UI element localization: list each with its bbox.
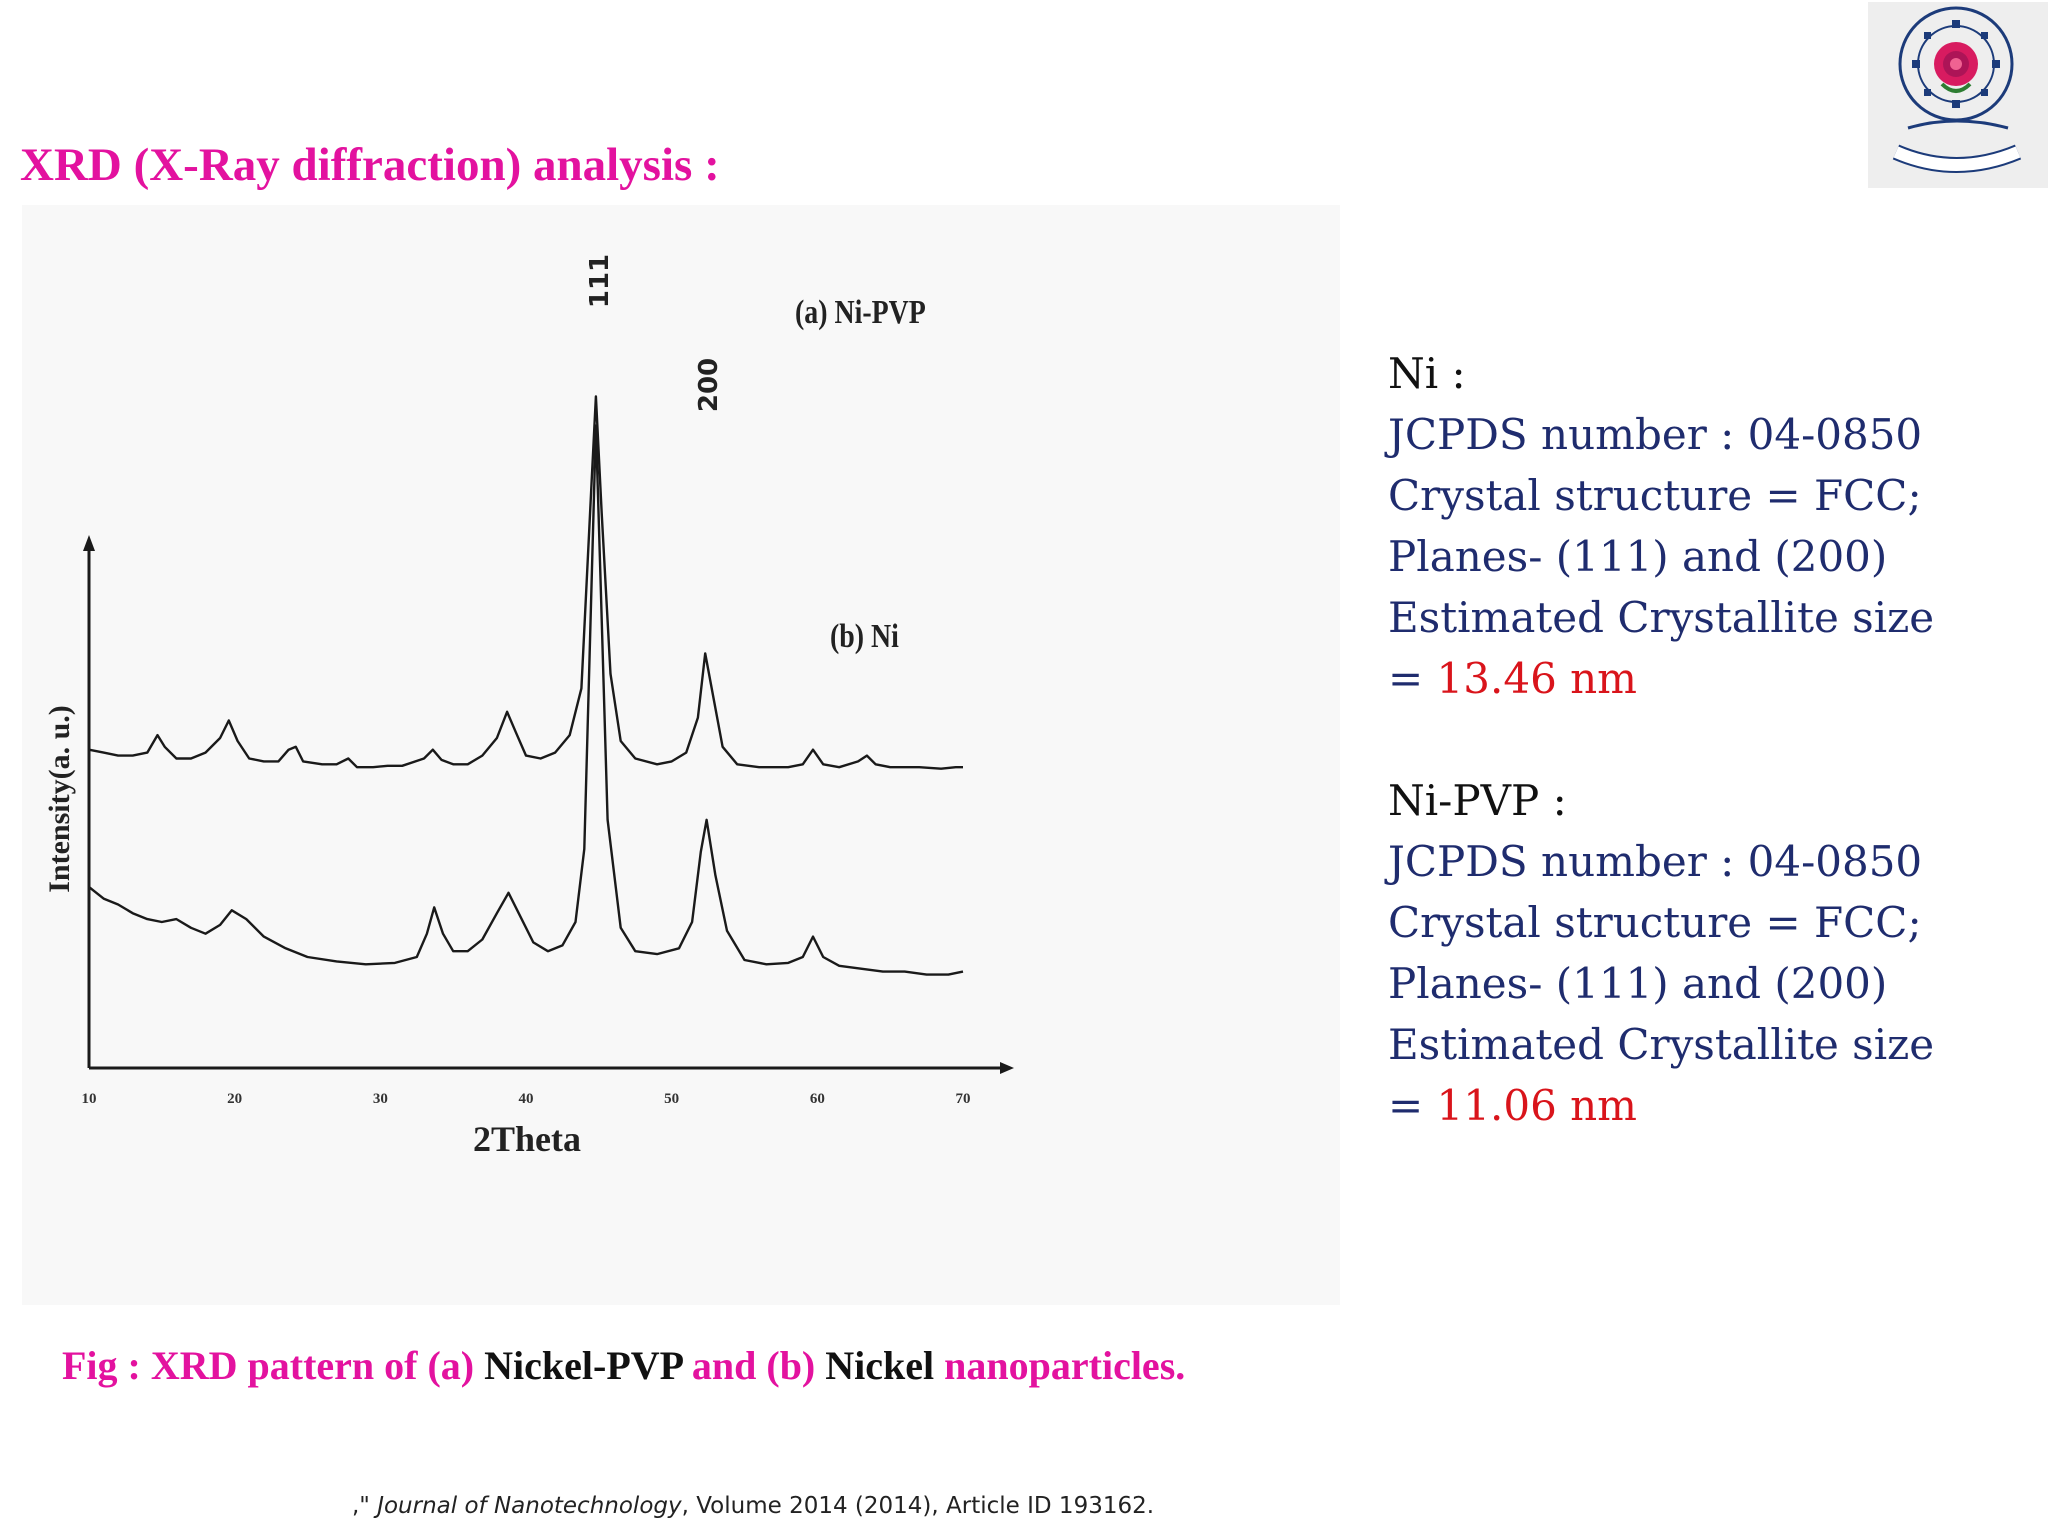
- university-logo: [1868, 2, 2048, 188]
- info-spacer: [1388, 709, 1934, 770]
- xrd-chart: 10 20 30 40 50 60 70 2Theta Intensity(a. u.) (a) …: [43, 254, 1014, 1159]
- slide-title: XRD (X-Ray diffraction) analysis :: [20, 139, 720, 191]
- nipvp-planes: Planes- (111) and (200): [1388, 959, 1888, 1008]
- ni-size-label: Estimated Crystallite size: [1388, 593, 1935, 642]
- ni-planes: Planes- (111) and (200): [1388, 532, 1888, 581]
- figure-caption: Fig : XRD pattern of (a) Nickel-PVP and …: [62, 1342, 1185, 1389]
- ni-size-line: = 13.46 nm: [1388, 648, 1934, 709]
- x-tick-label: 40: [519, 1091, 534, 1107]
- x-tick-label: 20: [227, 1091, 242, 1107]
- nipvp-size-value: 11.06 nm: [1436, 1081, 1638, 1130]
- nipvp-heading: Ni-PVP :: [1388, 776, 1567, 825]
- caption-part-2: Nickel-PVP: [484, 1343, 682, 1388]
- caption-part-1: Fig : XRD pattern of (a): [62, 1343, 485, 1388]
- citation-suffix: , Volume 2014 (2014), Article ID 193162.: [681, 1493, 1155, 1519]
- nipvp-size-prefix: =: [1388, 1081, 1437, 1130]
- x-tick-label: 30: [373, 1091, 388, 1107]
- x-tick-label: 10: [82, 1091, 97, 1107]
- series-line-ni: [88, 424, 964, 976]
- xrd-chart-panel: 10 20 30 40 50 60 70 2Theta Intensity(a. u.) (a) …: [22, 205, 1340, 1305]
- ni-size-value: 13.46 nm: [1436, 654, 1638, 703]
- x-tick-label: 70: [956, 1091, 971, 1107]
- citation: ," Journal of Nanotechnology, Volume 201…: [352, 1493, 1154, 1519]
- citation-prefix: ,": [352, 1493, 378, 1519]
- series-line-ni-pvp: [88, 395, 963, 770]
- x-axis-arrow: [1000, 1062, 1014, 1074]
- ni-heading: Ni :: [1388, 349, 1466, 398]
- ni-structure: Crystal structure = FCC;: [1388, 471, 1922, 520]
- caption-part-3: and (b): [681, 1343, 826, 1388]
- nipvp-structure: Crystal structure = FCC;: [1388, 898, 1922, 947]
- peak-label-111: 111: [585, 254, 615, 308]
- y-axis-arrow: [83, 535, 95, 551]
- caption-part-6: .: [1175, 1343, 1186, 1388]
- legend-label-ni: (b) Ni: [830, 616, 899, 654]
- x-tick-label: 50: [664, 1091, 679, 1107]
- caption-part-4: Nickel: [825, 1343, 935, 1388]
- citation-journal: Journal of Nanotechnology: [377, 1493, 682, 1519]
- analysis-info: Ni : JCPDS number : 04-0850 Crystal stru…: [1388, 343, 1934, 1136]
- ni-size-prefix: =: [1388, 654, 1437, 703]
- legend-label-ni-pvp: (a) Ni-PVP: [795, 292, 926, 330]
- ni-jcpds: JCPDS number : 04-0850: [1388, 410, 1923, 459]
- peak-label-200: 200: [694, 358, 724, 412]
- nipvp-size-label: Estimated Crystallite size: [1388, 1020, 1935, 1069]
- y-axis-title: Intensity(a. u.): [43, 705, 76, 893]
- caption-part-5: nanoparticles: [934, 1343, 1176, 1388]
- nipvp-jcpds: JCPDS number : 04-0850: [1388, 837, 1923, 886]
- x-tick-label: 60: [810, 1091, 825, 1107]
- nipvp-size-line: = 11.06 nm: [1388, 1075, 1934, 1136]
- x-axis-title: 2Theta: [473, 1119, 581, 1159]
